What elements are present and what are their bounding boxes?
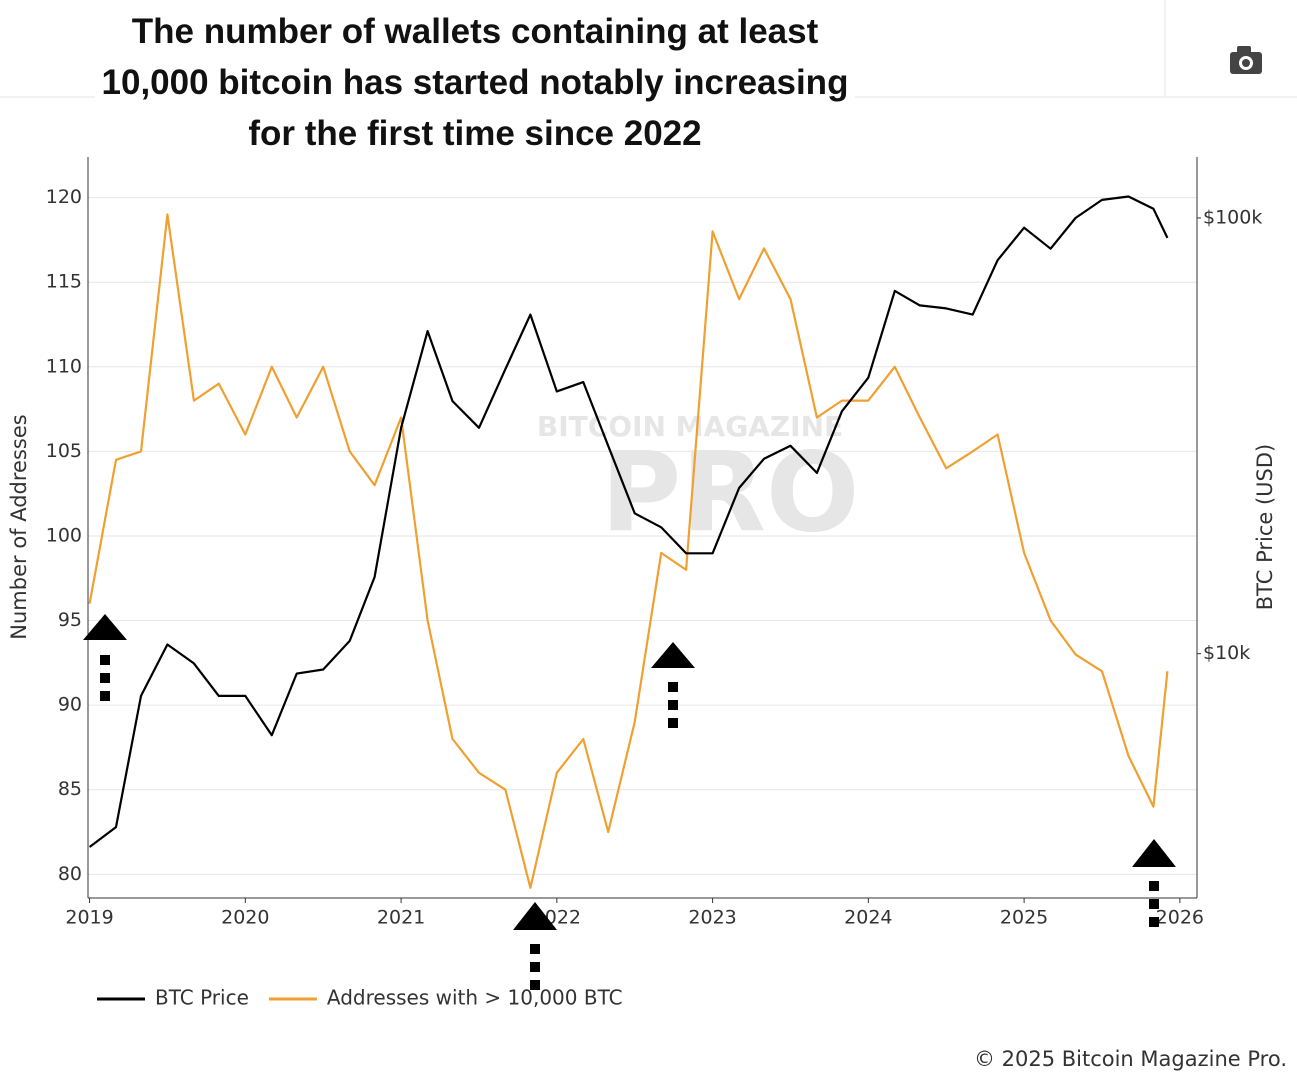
annotation-arrows bbox=[83, 614, 1176, 990]
y-axis-title: Number of Addresses bbox=[7, 414, 31, 639]
y-tick-label: 120 bbox=[46, 186, 82, 208]
y2-tick-label: $100k bbox=[1203, 206, 1262, 228]
x-tick-label: 2021 bbox=[377, 907, 425, 929]
x-tick-label: 2020 bbox=[221, 907, 269, 929]
y-tick-label: 80 bbox=[58, 863, 82, 885]
camera-icon[interactable] bbox=[1230, 46, 1262, 74]
chart-title: The number of wallets containing at leas… bbox=[95, 6, 855, 159]
x-tick-label: 2024 bbox=[844, 907, 892, 929]
x-tick-label: 2019 bbox=[65, 907, 113, 929]
series-line bbox=[88, 195, 1169, 848]
copyright: © 2025 Bitcoin Magazine Pro. bbox=[974, 1047, 1287, 1071]
watermark-text: PRO bbox=[601, 428, 860, 556]
legend-label: BTC Price bbox=[155, 986, 249, 1010]
legend-label: Addresses with > 10,000 BTC bbox=[327, 986, 623, 1010]
y-tick-label: 85 bbox=[58, 778, 82, 800]
x-tick-label: 2023 bbox=[688, 907, 736, 929]
y-tick-label: 105 bbox=[46, 440, 82, 462]
y-tick-label: 110 bbox=[46, 355, 82, 377]
y-tick-label: 90 bbox=[58, 694, 82, 716]
x-tick-label: 2026 bbox=[1156, 907, 1204, 929]
x-tick-label: 2025 bbox=[1000, 907, 1048, 929]
y-tick-label: 95 bbox=[58, 609, 82, 631]
watermark-text: BITCOIN MAGAZINE bbox=[537, 410, 843, 443]
series-line bbox=[88, 213, 1169, 889]
y-tick-label: 100 bbox=[46, 524, 82, 546]
y2-tick-label: $10k bbox=[1203, 642, 1250, 664]
y-tick-label: 115 bbox=[46, 271, 82, 293]
y2-axis-title: BTC Price (USD) bbox=[1253, 444, 1277, 611]
